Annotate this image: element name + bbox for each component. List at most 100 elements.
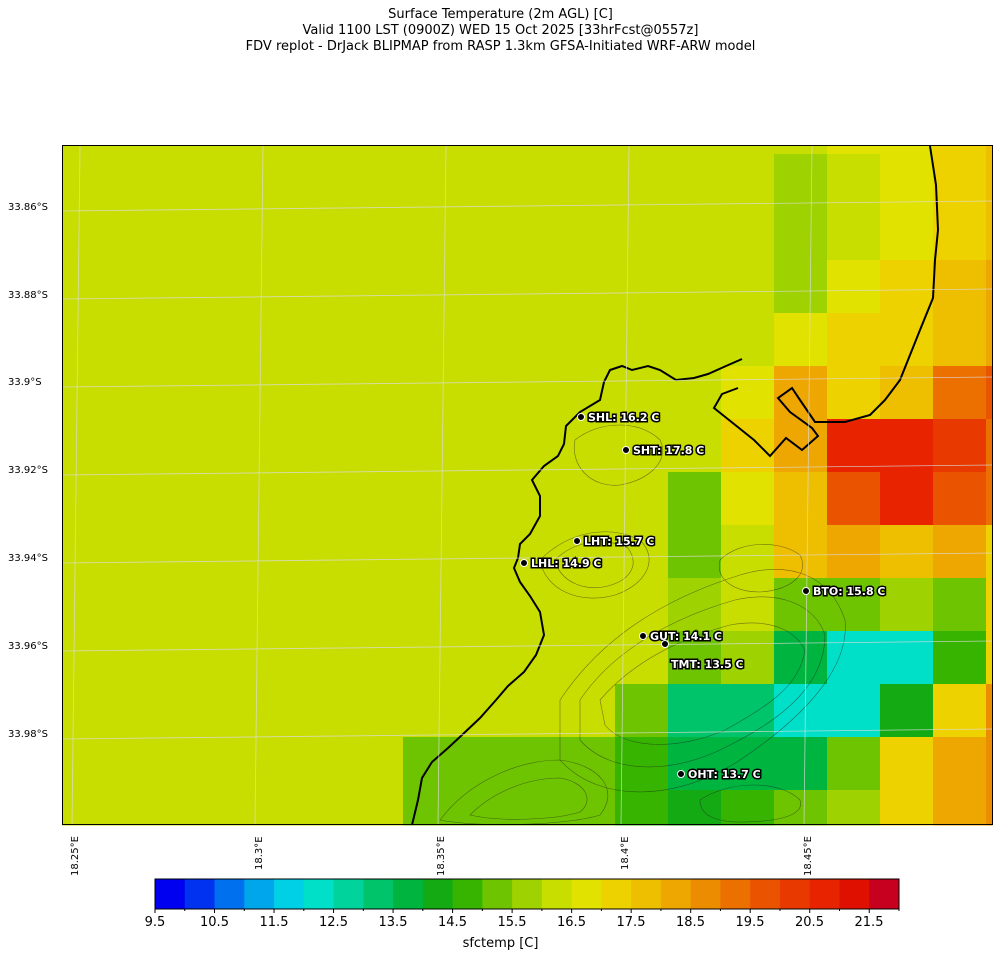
temperature-cell	[880, 631, 934, 685]
colorbar-swatch	[482, 879, 513, 909]
temperature-cell	[880, 790, 934, 826]
temperature-cell	[562, 154, 616, 208]
station-marker	[639, 632, 647, 640]
temperature-cell	[668, 631, 722, 685]
temperature-cell	[297, 154, 351, 208]
lat-tick-label: 33.92°S	[8, 465, 48, 476]
lat-tick-label: 33.96°S	[8, 641, 48, 652]
temperature-cell	[986, 419, 993, 473]
temperature-cell	[880, 154, 934, 208]
temperature-cell	[456, 790, 510, 826]
colorbar-tick-label: 13.5	[378, 915, 408, 930]
temperature-cell	[244, 790, 298, 826]
temperature-cell	[456, 737, 510, 791]
temperature-cell	[933, 260, 987, 314]
temperature-cell	[933, 419, 987, 473]
lat-tick-label: 33.98°S	[8, 729, 48, 740]
temperature-cell	[562, 260, 616, 314]
station-label: TMT: 13.5 C	[671, 658, 744, 671]
temperature-cell	[297, 737, 351, 791]
temperature-cell	[721, 260, 775, 314]
temperature-cell	[350, 366, 404, 420]
station-label: LHL: 14.9 C	[531, 557, 602, 570]
station-marker	[520, 559, 528, 567]
temperature-cell	[456, 578, 510, 632]
temperature-cell	[562, 419, 616, 473]
temperature-cell	[509, 207, 563, 261]
temperature-cell	[456, 366, 510, 420]
colorbar-swatch	[512, 879, 543, 909]
temperature-cell	[933, 737, 987, 791]
colorbar-tick-label: 18.5	[676, 915, 705, 930]
temperature-cell	[244, 313, 298, 367]
temperature-cell	[350, 313, 404, 367]
station-label-halo: SHT: 17.8 C	[633, 444, 704, 457]
temperature-cell	[827, 472, 881, 526]
temperature-cell	[774, 578, 828, 632]
temperature-cell	[403, 790, 457, 826]
temperature-cell	[562, 146, 616, 155]
colorbar-swatch	[155, 879, 186, 909]
temperature-cell	[297, 631, 351, 685]
colorbar-tick-label: 15.5	[497, 915, 527, 930]
station-label-halo: TMT: 13.5 C	[671, 658, 744, 671]
temperature-cell	[350, 737, 404, 791]
temperature-cell	[721, 525, 775, 579]
temperature-cell	[350, 472, 404, 526]
colorbar-swatch	[363, 879, 394, 909]
temperature-cell	[774, 737, 828, 791]
station-marker	[661, 640, 669, 648]
temperature-cell	[403, 578, 457, 632]
map-title: Surface Temperature (2m AGL) [C]	[388, 7, 613, 22]
temperature-cell	[721, 578, 775, 632]
temperature-cell	[403, 260, 457, 314]
longitude-line	[620, 145, 630, 826]
longitude-line	[437, 145, 447, 826]
temperature-cell	[615, 154, 669, 208]
temperature-cell	[721, 737, 775, 791]
temperature-cell	[244, 419, 298, 473]
temperature-cell	[615, 146, 669, 155]
lon-tick-label: 18.45°E	[803, 836, 814, 876]
temperature-cell	[244, 207, 298, 261]
temperature-cell	[244, 472, 298, 526]
temperature-cell	[297, 207, 351, 261]
colorbar-swatch	[452, 879, 483, 909]
temperature-cell	[986, 260, 993, 314]
station-label-halo: LHT: 15.7 C	[584, 535, 654, 548]
temperature-cell	[509, 631, 563, 685]
temperature-cell	[562, 631, 616, 685]
temperature-cell	[986, 578, 993, 632]
colorbar-swatch	[393, 879, 424, 909]
latitude-line	[61, 640, 993, 652]
coastline	[411, 145, 940, 826]
colorbar-tick-label: 14.5	[438, 915, 467, 930]
temperature-cell	[297, 684, 351, 738]
temperature-cell	[827, 207, 881, 261]
temperature-cell	[62, 207, 245, 261]
temperature-cell	[774, 525, 828, 579]
temperature-cell	[509, 737, 563, 791]
temperature-cell	[456, 207, 510, 261]
lon-tick-label: 18.3°E	[254, 836, 265, 870]
temperature-cell	[721, 154, 775, 208]
temperature-cell	[62, 419, 245, 473]
temperature-cell	[562, 207, 616, 261]
temperature-cell	[403, 419, 457, 473]
temperature-cell	[774, 684, 828, 738]
temperature-cell	[297, 419, 351, 473]
temperature-cell	[509, 419, 563, 473]
temperature-cell	[350, 578, 404, 632]
temperature-cell	[509, 146, 563, 155]
temperature-cell	[827, 684, 881, 738]
latitude-line	[61, 464, 993, 476]
temperature-cell	[827, 790, 881, 826]
temperature-cell	[615, 419, 669, 473]
colorbar-swatch	[601, 879, 632, 909]
temperature-cell	[297, 146, 351, 155]
colorbar-tick-label: 12.5	[319, 915, 348, 930]
temperature-cell	[774, 260, 828, 314]
colorbar-swatch	[541, 879, 573, 909]
